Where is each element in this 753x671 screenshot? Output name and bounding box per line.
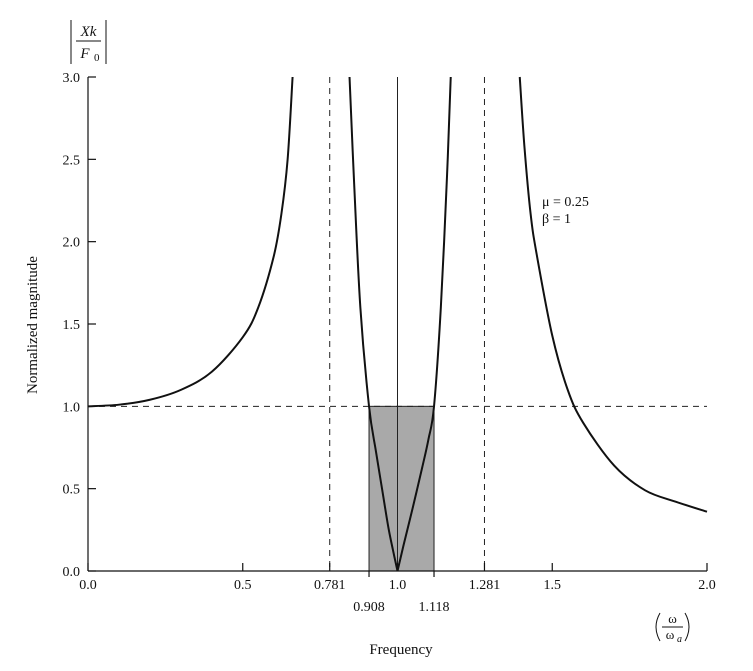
y-axis-fraction-label: Xk F 0: [70, 20, 107, 64]
x-secondary-tick-label: 0.908: [353, 600, 385, 615]
x-tick-label: 0.781: [314, 578, 346, 593]
shaded-bandwidth-region: [368, 405, 435, 572]
unit-denominator-subscript: a: [677, 634, 682, 645]
y-axis-title: Normalized magnitude: [25, 256, 41, 394]
x-tick-label: 1.281: [469, 578, 501, 593]
x-secondary-tick-label: 1.118: [419, 600, 450, 615]
x-axis-ticks: 0.0 0.5 0.781 1.0 1.281 1.5 2.0 0.908 1.118: [79, 563, 716, 615]
y-tick-label: 1.0: [63, 400, 81, 415]
curve-segment-4: [518, 76, 708, 513]
y-tick-label: 2.5: [63, 153, 81, 168]
response-curves: [87, 76, 708, 572]
curve-segment-2: [348, 76, 399, 572]
x-tick-label: 0.0: [79, 578, 97, 593]
fraction-denominator: F: [79, 46, 90, 62]
unit-numerator: ω: [668, 611, 677, 626]
curve-segment-1: [87, 76, 294, 408]
beta-parameter-label: β = 1: [542, 212, 571, 227]
unit-paren-left: [655, 612, 661, 642]
fraction-denominator-subscript: 0: [94, 52, 100, 64]
mu-parameter-label: μ = 0.25: [542, 195, 589, 210]
unit-denominator: ω: [666, 627, 675, 642]
x-tick-label: 0.5: [234, 578, 252, 593]
y-tick-label: 3.0: [63, 71, 81, 86]
curve-segment-3: [396, 76, 452, 572]
x-tick-label: 1.5: [544, 578, 562, 593]
x-tick-label: 1.0: [389, 578, 407, 593]
x-axis-unit-label: ω ω a: [655, 611, 690, 645]
fraction-numerator: Xk: [80, 24, 97, 40]
y-tick-label: 1.5: [63, 318, 81, 333]
y-tick-label: 0.0: [63, 565, 81, 580]
x-axis-title: Frequency: [369, 642, 433, 658]
x-tick-label: 2.0: [698, 578, 716, 593]
y-axis-ticks: 0.0 0.5 1.0 1.5 2.0 2.5 3.0: [63, 71, 96, 580]
y-tick-label: 0.5: [63, 483, 81, 498]
unit-paren-right: [684, 612, 690, 642]
y-tick-label: 2.0: [63, 236, 81, 251]
